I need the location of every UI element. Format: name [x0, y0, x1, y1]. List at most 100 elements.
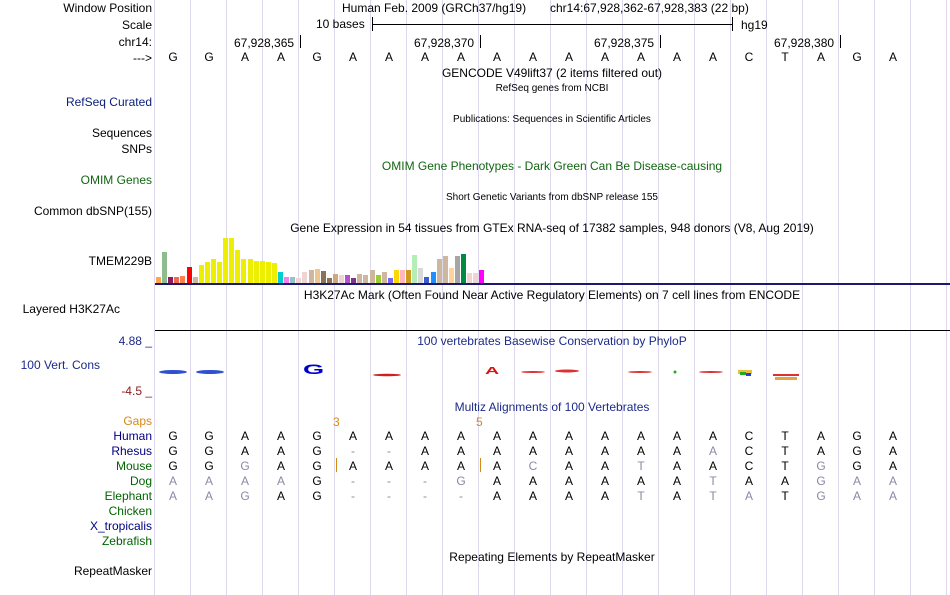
gtex-bar[interactable]	[309, 270, 314, 283]
gtex-bar[interactable]	[235, 250, 240, 283]
gtex-bar[interactable]	[363, 275, 368, 283]
species-label[interactable]: X_tropicalis	[89, 519, 152, 533]
phylop-logo[interactable]: G A	[155, 356, 950, 386]
gtex-bar[interactable]	[455, 256, 460, 283]
grid-line	[226, 0, 227, 595]
gtex-bar[interactable]	[217, 262, 222, 283]
label-h3k27ac[interactable]: Layered H3K27Ac	[22, 302, 120, 316]
gtex-bar[interactable]	[406, 270, 411, 283]
track-title-publications[interactable]: Publications: Sequences in Scientific Ar…	[453, 114, 651, 125]
gtex-bar[interactable]	[370, 270, 375, 283]
gtex-bar[interactable]	[382, 272, 387, 283]
label-strand-arrow[interactable]: --->	[133, 51, 152, 65]
track-title-gencode[interactable]: GENCODE V49lift37 (2 items filtered out)	[441, 66, 663, 80]
gtex-bar[interactable]	[449, 268, 454, 283]
gtex-bar[interactable]	[168, 277, 173, 283]
track-title-repeatmasker[interactable]: Repeating Elements by RepeatMasker	[449, 550, 655, 564]
gtex-bar[interactable]	[302, 272, 307, 283]
gtex-bar[interactable]	[180, 276, 185, 283]
gtex-bar[interactable]	[260, 261, 265, 283]
track-title-refseq[interactable]: RefSeq genes from NCBI	[495, 83, 609, 94]
species-label[interactable]: Chicken	[108, 504, 152, 518]
gtex-bar[interactable]	[284, 277, 289, 283]
gtex-bar[interactable]	[229, 238, 234, 283]
gtex-bar[interactable]	[162, 252, 167, 283]
species-label[interactable]: Mouse	[115, 459, 152, 473]
track-title-gtex[interactable]: Gene Expression in 54 tissues from GTEx …	[290, 221, 814, 235]
scale-bar-left-tick	[372, 17, 373, 31]
species-label[interactable]: Elephant	[104, 489, 152, 503]
label-dbsnp[interactable]: Common dbSNP(155)	[33, 204, 152, 218]
aligned-base: A	[744, 474, 753, 488]
species-label[interactable]: Rhesus	[111, 444, 152, 458]
gtex-bar[interactable]	[193, 277, 198, 283]
label-100-vert-cons[interactable]: 100 Vert. Cons	[20, 358, 100, 372]
gtex-bar-chart[interactable]	[156, 236, 756, 283]
gtex-bar[interactable]	[388, 278, 393, 283]
label-chrom[interactable]: chr14:	[118, 35, 152, 49]
track-title-h3k27ac[interactable]: H3K27Ac Mark (Often Found Near Active Re…	[303, 288, 801, 302]
gtex-bar[interactable]	[431, 272, 436, 283]
gtex-bar[interactable]	[205, 262, 210, 283]
gtex-bar[interactable]	[333, 274, 338, 283]
species-label[interactable]: Human	[113, 429, 152, 443]
sequence-base: A	[456, 50, 465, 64]
label-omim[interactable]: OMIM Genes	[80, 173, 152, 187]
gtex-bar[interactable]	[211, 259, 216, 283]
gtex-bar[interactable]	[479, 270, 484, 283]
gtex-bar[interactable]	[394, 270, 399, 283]
label-snps[interactable]: SNPs	[121, 142, 152, 156]
label-refseq[interactable]: RefSeq Curated	[65, 95, 152, 109]
label-window-position[interactable]: Window Position	[63, 1, 152, 15]
gtex-bar[interactable]	[424, 277, 429, 283]
scale-bar-right-tick	[732, 17, 733, 31]
gtex-bar[interactable]	[254, 261, 259, 283]
gtex-bar[interactable]	[345, 275, 350, 283]
gtex-bar[interactable]	[187, 267, 192, 283]
gtex-bar[interactable]	[376, 275, 381, 283]
gtex-bar[interactable]	[357, 274, 362, 283]
aligned-base: A	[672, 444, 681, 458]
gtex-bar[interactable]	[272, 263, 277, 283]
gtex-bar[interactable]	[473, 273, 478, 283]
gtex-bar[interactable]	[296, 278, 301, 283]
track-title-phylop[interactable]: 100 vertebrates Basewise Conservation by…	[417, 334, 687, 348]
track-title-dbsnp[interactable]: Short Genetic Variants from dbSNP releas…	[446, 192, 658, 203]
gtex-bar[interactable]	[223, 238, 228, 283]
gtex-bar[interactable]	[443, 256, 448, 283]
sequence-base: A	[672, 50, 681, 64]
gtex-bar[interactable]	[412, 255, 417, 283]
gtex-bar[interactable]	[400, 270, 405, 283]
gtex-bar[interactable]	[351, 278, 356, 283]
gtex-bar[interactable]	[418, 268, 423, 283]
label-repeatmasker[interactable]: RepeatMasker	[73, 564, 152, 578]
gtex-bar[interactable]	[327, 278, 332, 283]
gtex-bar[interactable]	[315, 269, 320, 283]
aligned-base: T	[709, 474, 717, 488]
track-title-omim[interactable]: OMIM Gene Phenotypes - Dark Green Can Be…	[381, 159, 723, 173]
aligned-base: -	[387, 489, 391, 503]
aligned-base: A	[456, 429, 465, 443]
gtex-bar[interactable]	[174, 277, 179, 283]
gtex-bar[interactable]	[461, 254, 466, 283]
gtex-bar[interactable]	[266, 262, 271, 283]
gtex-bar[interactable]	[248, 259, 253, 283]
label-scale[interactable]: Scale	[121, 18, 152, 32]
gtex-bar[interactable]	[241, 259, 246, 283]
gtex-bar[interactable]	[278, 272, 283, 283]
label-gaps[interactable]: Gaps	[123, 414, 152, 428]
aligned-base: A	[888, 429, 897, 443]
label-sequences[interactable]: Sequences	[91, 126, 152, 140]
species-label[interactable]: Dog	[129, 474, 152, 488]
track-title-multiz[interactable]: Multiz Alignments of 100 Vertebrates	[454, 400, 650, 414]
aligned-base: A	[672, 489, 681, 503]
label-tmem229b[interactable]: TMEM229B	[88, 254, 152, 268]
gtex-bar[interactable]	[199, 265, 204, 283]
gtex-bar[interactable]	[437, 259, 442, 283]
gtex-bar[interactable]	[339, 275, 344, 283]
species-label[interactable]: Zebrafish	[101, 534, 152, 548]
gtex-bar[interactable]	[156, 277, 161, 283]
gtex-bar[interactable]	[467, 273, 472, 283]
gtex-bar[interactable]	[290, 277, 295, 283]
gtex-bar[interactable]	[321, 271, 326, 283]
